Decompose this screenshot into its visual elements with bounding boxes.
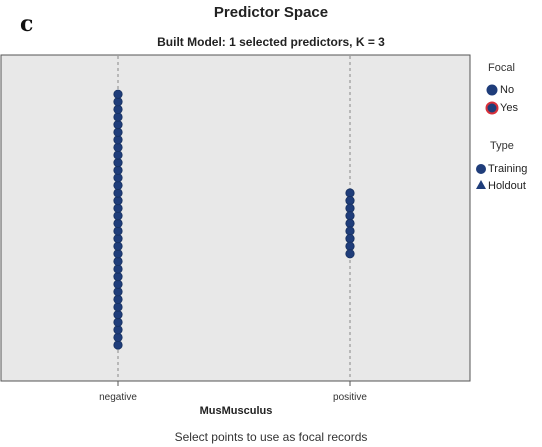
data-point[interactable] [345,196,355,206]
data-point[interactable] [113,309,123,320]
data-point[interactable] [345,218,355,228]
data-point[interactable] [113,256,123,266]
data-point[interactable] [113,188,123,198]
data-point[interactable] [113,287,123,297]
legend-training-circle-icon [476,164,486,174]
x-axis-ticks: negative positive [99,381,367,403]
data-point[interactable] [113,196,123,206]
data-point[interactable] [113,89,123,99]
data-point[interactable] [113,120,123,130]
data-point[interactable] [113,104,123,115]
legend-holdout-triangle-icon [476,180,486,189]
legend-training-label: Training [488,163,528,175]
footer-instruction: Select points to use as focal records [174,430,368,444]
chart-subtitle: Built Model: 1 selected predictors, K = … [157,35,385,49]
data-point[interactable] [113,180,123,190]
panel-label: c [20,11,34,37]
legend-focal-title: Focal [488,62,515,74]
legend-yes-label: Yes [500,102,518,114]
data-point[interactable] [113,97,123,107]
data-point[interactable] [345,226,355,236]
x-tick-label-positive: positive [333,392,367,403]
data-point[interactable] [113,127,123,137]
data-point[interactable] [113,294,123,304]
x-axis-title: MusMusculus [199,405,273,417]
data-point[interactable] [113,249,123,259]
data-point[interactable] [345,249,355,259]
data-point[interactable] [345,203,355,213]
data-point[interactable] [113,150,123,160]
data-point[interactable] [113,279,123,289]
data-point[interactable] [113,158,123,168]
legend-no-label: No [500,84,515,96]
data-point[interactable] [113,325,123,335]
data-point[interactable] [113,241,123,251]
data-point[interactable] [345,241,355,251]
data-point[interactable] [113,302,123,312]
data-point[interactable] [345,234,355,244]
data-point[interactable] [113,203,123,213]
data-points[interactable] [113,89,355,350]
data-point[interactable] [113,135,123,145]
legend-yes-circle-icon [485,101,499,115]
data-point[interactable] [113,234,123,244]
data-point[interactable] [113,264,123,274]
data-point[interactable] [113,173,123,183]
legend-no-circle-icon [486,84,498,96]
plot-area[interactable] [0,54,471,382]
legend-markers [476,84,499,189]
data-point[interactable] [113,218,123,228]
data-point[interactable] [113,226,123,236]
chart-title: Predictor Space [213,4,329,21]
legend-type-title: Type [490,140,514,152]
data-point[interactable] [113,112,123,122]
data-point[interactable] [113,317,123,327]
legend-holdout-label: Holdout [488,180,526,192]
data-point[interactable] [113,340,123,350]
data-point[interactable] [113,211,123,221]
data-point[interactable] [113,142,123,152]
data-point[interactable] [345,211,355,221]
data-point[interactable] [113,271,123,282]
data-point[interactable] [345,188,355,198]
x-tick-label-negative: negative [99,392,137,403]
data-point[interactable] [113,165,123,175]
data-point[interactable] [113,332,123,342]
